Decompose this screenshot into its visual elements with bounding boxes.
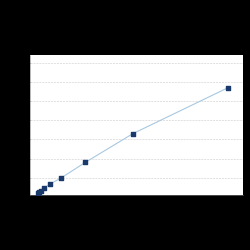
Point	[42, 186, 46, 190]
Point	[83, 160, 87, 164]
Point	[226, 86, 230, 89]
Point	[48, 182, 52, 186]
Y-axis label: OD: OD	[8, 120, 13, 130]
Point	[131, 132, 135, 136]
X-axis label: Human Cytochrome C Oxidase Assembly Factor 6 Homolog (COA6)
Concentration: ng/ml: Human Cytochrome C Oxidase Assembly Fact…	[38, 207, 235, 218]
Point	[36, 191, 40, 195]
Point	[37, 190, 41, 194]
Point	[38, 189, 42, 193]
Point	[60, 176, 64, 180]
